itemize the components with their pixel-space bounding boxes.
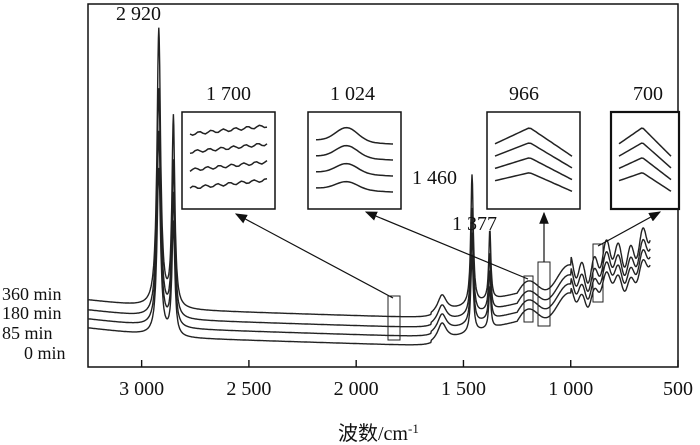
x-axis-label-superscript: -1 <box>408 421 419 436</box>
inset-966-curve-0 <box>494 127 573 157</box>
inset-1700-curve-1 <box>189 142 268 155</box>
region-box-1700 <box>387 295 401 341</box>
series-label-360: 360 min <box>2 284 62 304</box>
inset-label-1024: 1 024 <box>330 83 375 105</box>
inset-label-700: 700 <box>633 83 663 105</box>
inset-label-1700: 1 700 <box>206 83 251 105</box>
inset-label-966: 966 <box>509 83 539 105</box>
spectrum-180-min <box>87 88 651 328</box>
inset-700-curve-1 <box>618 142 672 169</box>
arrow-1024 <box>364 211 529 280</box>
series-label-180: 180 min <box>2 303 62 323</box>
x-axis-label-main: 波数/cm <box>338 422 408 445</box>
spectra-group <box>87 27 651 346</box>
x-tick-label-1500: 1 500 <box>441 378 486 400</box>
spectrum-85-min <box>88 130 651 337</box>
x-tick-label-3000: 3 000 <box>119 378 164 400</box>
peak-label-1377: 1 377 <box>452 213 497 235</box>
inset-700-curve-0 <box>618 127 672 157</box>
inset-1024-curve-3 <box>316 180 394 193</box>
x-tick-label-2500: 2 500 <box>226 378 271 400</box>
inset-1700-curve-3 <box>189 178 268 190</box>
spectrum-360-min <box>88 27 651 318</box>
inset-box-966 <box>486 111 581 210</box>
spectrum-0-min <box>88 167 651 346</box>
peak-label-1460: 1 460 <box>412 167 457 189</box>
x-tick-label-2000: 2 000 <box>334 378 379 400</box>
inset-966-curve-1 <box>494 142 573 169</box>
region-box-700 <box>592 243 604 303</box>
x-tick-label-500: 500 <box>663 378 693 400</box>
peak-label-2920: 2 920 <box>116 3 161 25</box>
arrow-700 <box>597 211 662 247</box>
inset-966-curve-3 <box>494 172 573 192</box>
inset-1700-curve-2 <box>189 159 268 172</box>
inset-1700-curve-0 <box>189 124 268 137</box>
inset-curves <box>189 124 672 193</box>
series-label-85: 85 min <box>2 323 53 343</box>
x-axis-ticks: 3 000 2 500 2 000 1 500 1 000 500 <box>119 360 693 400</box>
region-box-1024 <box>523 275 534 323</box>
inset-700-curve-3 <box>618 172 672 192</box>
inset-box-1700 <box>181 111 276 210</box>
inset-1024-curve-0 <box>315 126 394 145</box>
arrow-1700 <box>234 213 394 299</box>
inset-966-curve-2 <box>494 157 573 181</box>
x-tick-label-1000: 1 000 <box>548 378 593 400</box>
inset-1024-curve-1 <box>315 144 394 161</box>
inset-1024-curve-2 <box>316 162 394 177</box>
series-label-0: 0 min <box>24 343 66 363</box>
x-axis-label: 波数/cm-1 <box>338 421 419 445</box>
inset-box-1024 <box>307 111 402 210</box>
inset-700-curve-2 <box>618 157 672 181</box>
